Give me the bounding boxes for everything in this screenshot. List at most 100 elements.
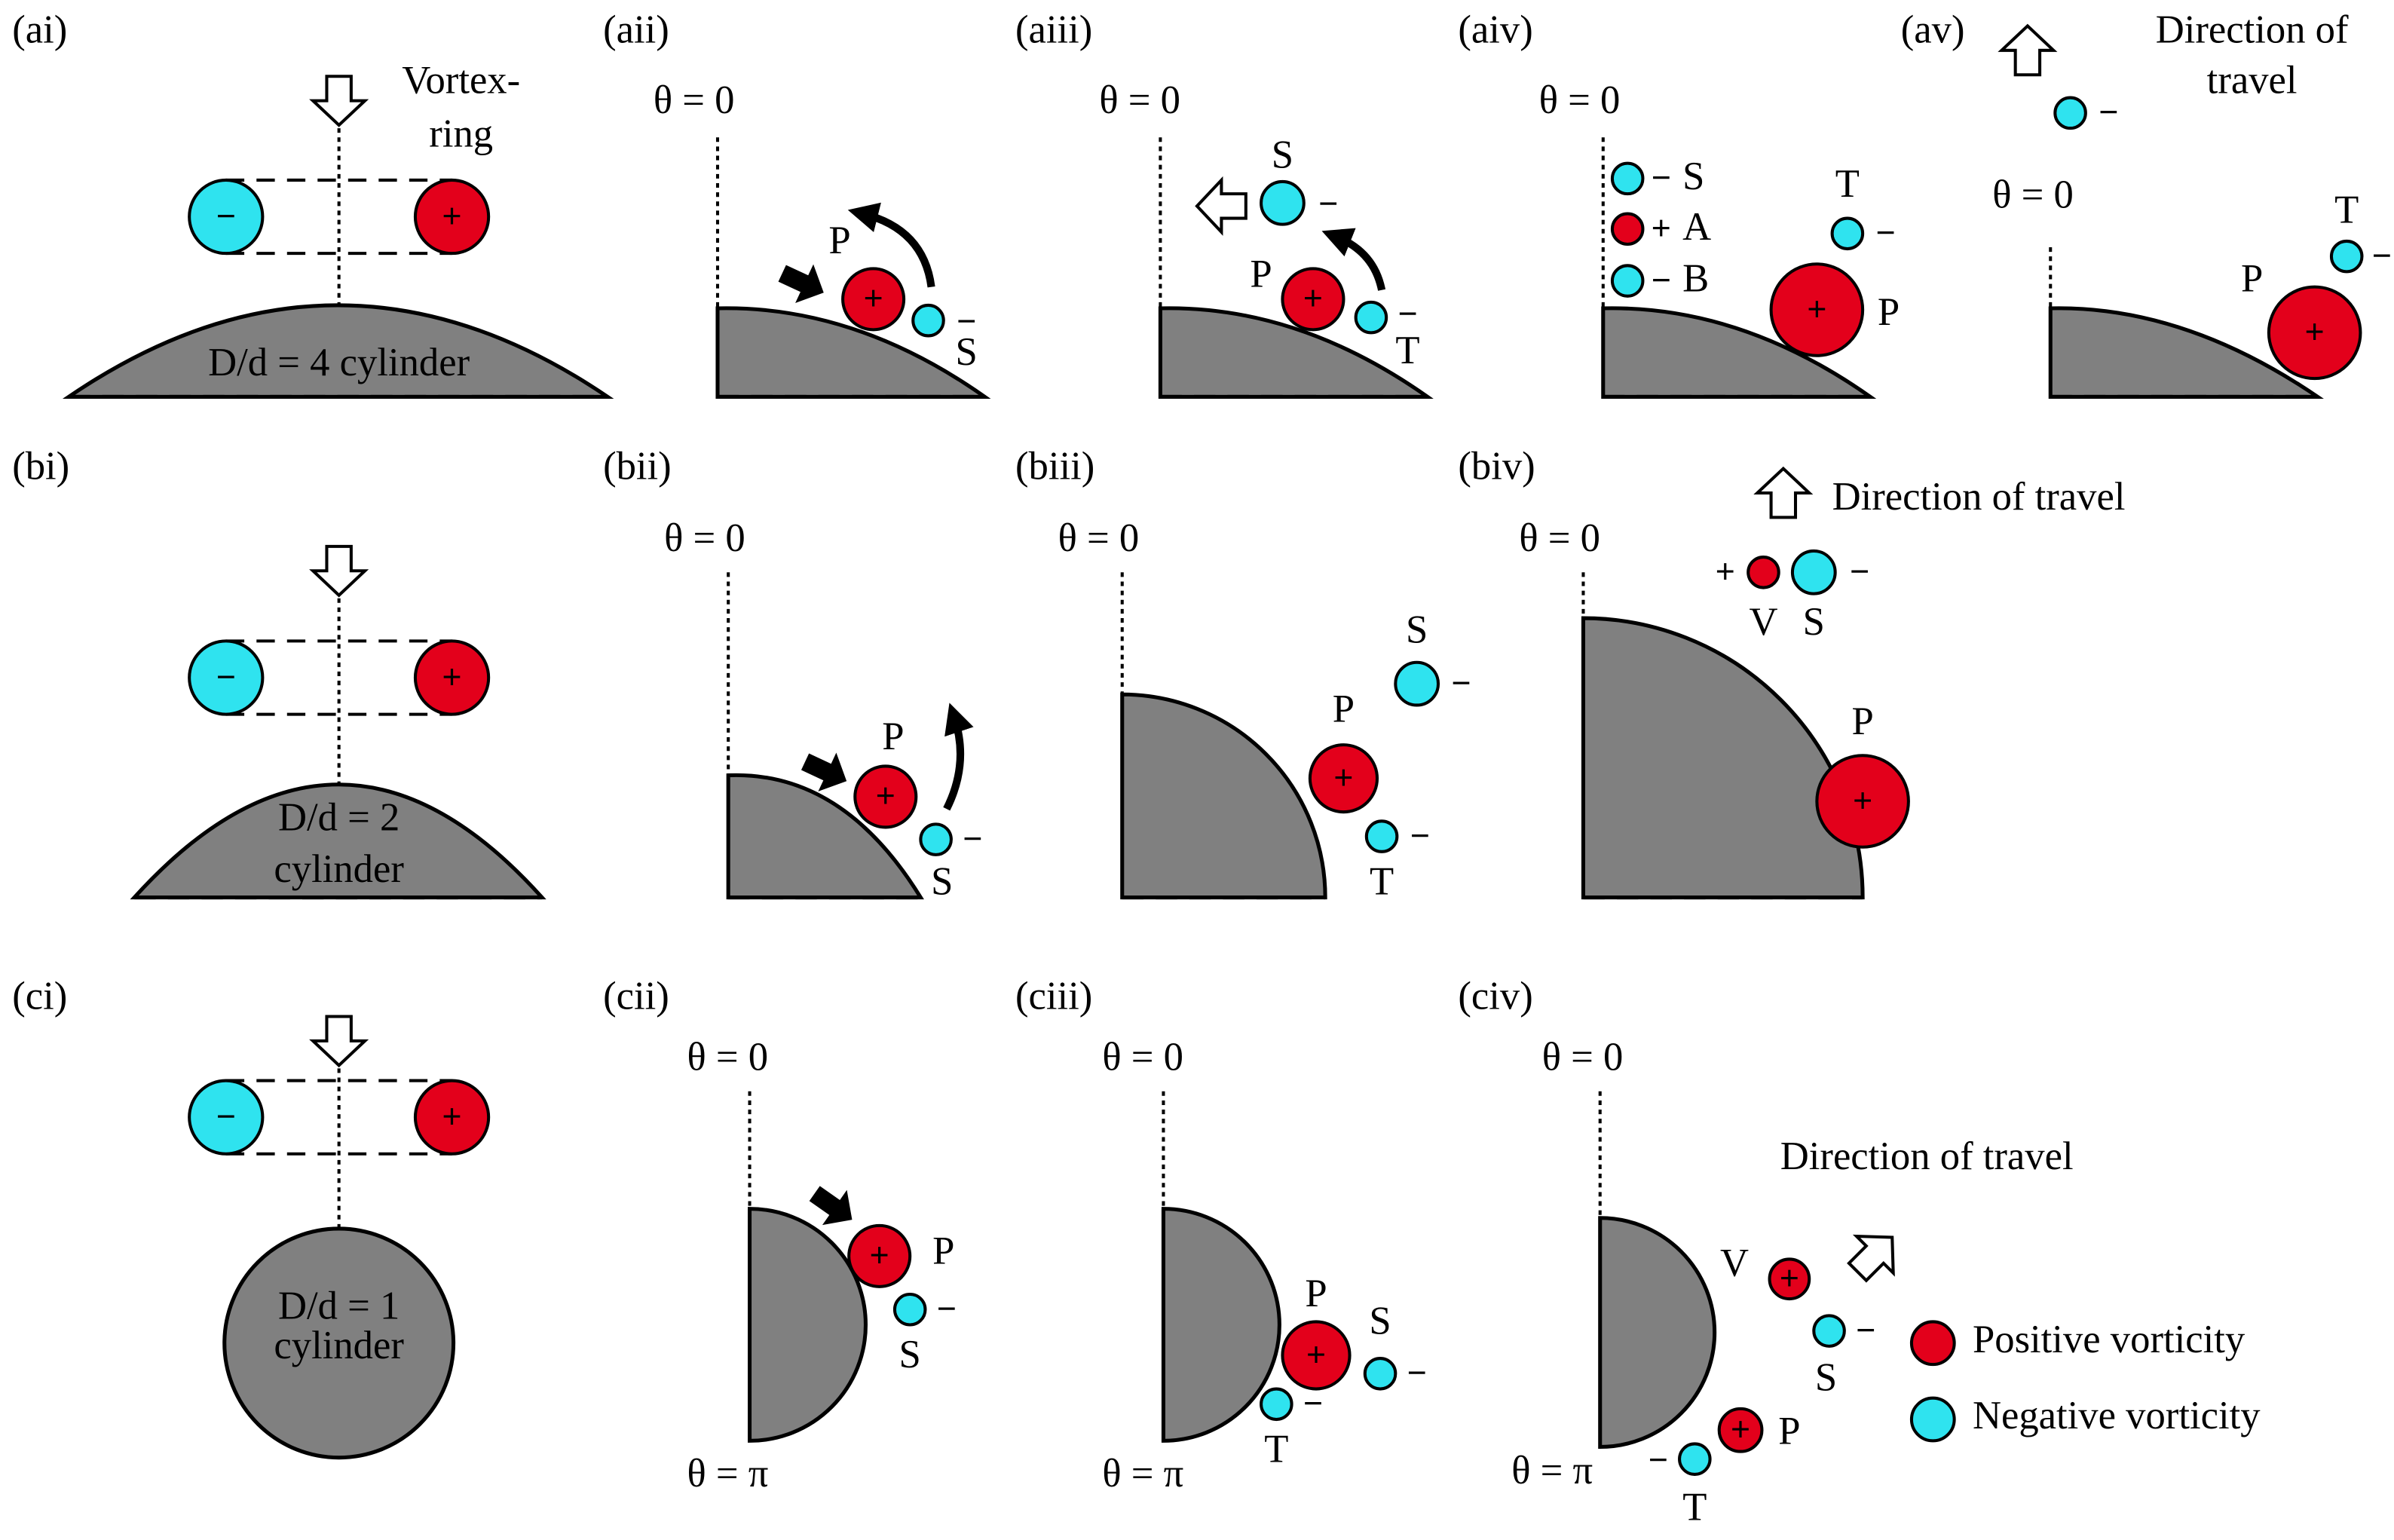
sign: − xyxy=(216,659,236,696)
theta: θ = 0 xyxy=(654,78,735,122)
label: S xyxy=(931,859,953,903)
label: T xyxy=(1370,859,1394,903)
cylinder xyxy=(1581,616,1865,900)
label: V xyxy=(1749,600,1777,644)
sign: + xyxy=(442,1098,462,1135)
sign: − xyxy=(1856,1312,1875,1349)
theta: θ = 0 xyxy=(664,516,745,560)
panel-label: (biii) xyxy=(1015,445,1094,488)
sign: − xyxy=(957,303,976,340)
vortex xyxy=(413,639,491,716)
sign: + xyxy=(1652,210,1671,247)
sign: − xyxy=(216,1098,236,1135)
panel-label: (aii) xyxy=(603,8,669,52)
label: Vortex- xyxy=(402,58,520,102)
legend-swatch xyxy=(1909,1320,1956,1367)
sign: + xyxy=(1716,553,1735,590)
sign: + xyxy=(1731,1411,1750,1448)
theta: θ = 0 xyxy=(687,1035,768,1079)
label: Direction of xyxy=(2156,8,2349,52)
panel-label: (bii) xyxy=(603,445,672,488)
vortex xyxy=(413,1079,491,1156)
label: T xyxy=(1835,162,1860,206)
cylinder xyxy=(1158,306,1434,399)
sign: − xyxy=(1398,295,1418,332)
label: S xyxy=(1815,1356,1837,1400)
cylinder xyxy=(747,1207,868,1443)
vortex xyxy=(1260,179,1306,226)
label: P xyxy=(828,219,850,262)
sign: − xyxy=(937,1290,957,1327)
label: travel xyxy=(2207,58,2298,102)
sign: − xyxy=(1407,1355,1427,1392)
panel-label: (ci) xyxy=(12,974,67,1018)
theta: θ = 0 xyxy=(1992,173,2074,216)
sign: + xyxy=(1807,291,1826,328)
theta: θ = 0 xyxy=(1519,516,1600,560)
sign: + xyxy=(1780,1260,1799,1297)
cylinder xyxy=(1598,1216,1717,1450)
sign: − xyxy=(1410,817,1430,854)
panel-label: (ciii) xyxy=(1015,974,1092,1018)
cylinder-label: cylinder xyxy=(274,1324,404,1367)
panel-label: (civ) xyxy=(1458,974,1532,1018)
cylinder xyxy=(715,306,991,399)
vortex xyxy=(892,1292,927,1327)
sign: + xyxy=(864,280,883,317)
label: Direction of travel xyxy=(1832,475,2126,519)
cylinder xyxy=(130,782,546,900)
cylinder-label: D/d = 4 cylinder xyxy=(208,341,470,384)
vortex xyxy=(413,178,491,256)
label: S xyxy=(1272,133,1293,177)
curved-arrow xyxy=(943,703,974,811)
arrow xyxy=(313,76,365,125)
label: P xyxy=(1250,253,1272,296)
theta: θ = π xyxy=(1102,1452,1183,1496)
vortex xyxy=(1610,161,1645,196)
sign: + xyxy=(442,659,462,696)
vortex xyxy=(919,822,953,856)
label: A xyxy=(1682,205,1711,249)
label: V xyxy=(1720,1241,1749,1285)
cylinder xyxy=(62,303,614,399)
label: Direction of travel xyxy=(1780,1134,2074,1178)
label: P xyxy=(2241,257,2263,301)
vortex xyxy=(1308,743,1379,814)
vortex xyxy=(1363,1357,1398,1391)
sign: + xyxy=(1333,759,1353,796)
label: S xyxy=(1803,600,1825,644)
cylinder xyxy=(1120,692,1327,900)
vortex xyxy=(1281,1320,1352,1391)
label: B xyxy=(1682,257,1709,301)
theta: θ = 0 xyxy=(1539,78,1621,122)
vortex xyxy=(1281,267,1345,332)
sign: − xyxy=(1652,160,1671,197)
vortex xyxy=(1394,660,1440,707)
sign: − xyxy=(963,820,982,857)
vortex xyxy=(1354,300,1388,335)
vortex xyxy=(188,1079,265,1156)
sign: + xyxy=(2305,314,2325,351)
theta: θ = π xyxy=(687,1452,768,1496)
curved-arrow xyxy=(847,202,935,288)
panel-label: (biv) xyxy=(1458,445,1535,488)
label: S xyxy=(1406,608,1428,651)
sign: − xyxy=(1318,185,1338,222)
theta: θ = 0 xyxy=(1099,78,1180,122)
label: P xyxy=(932,1229,954,1272)
panel-label: (aiii) xyxy=(1015,8,1092,52)
sign: + xyxy=(442,197,462,234)
theta: θ = 0 xyxy=(1542,1035,1624,1079)
sign: − xyxy=(2099,94,2118,131)
vortex xyxy=(1790,549,1837,595)
label: S xyxy=(1682,155,1704,198)
legend-label: Positive vorticity xyxy=(1973,1318,2246,1361)
arrow xyxy=(1757,469,1809,518)
sign: − xyxy=(1649,1442,1668,1479)
label: P xyxy=(882,715,904,758)
theta: θ = 0 xyxy=(1058,516,1140,560)
vortex xyxy=(1769,262,1865,357)
vortex xyxy=(911,303,945,338)
label: T xyxy=(2334,188,2359,232)
